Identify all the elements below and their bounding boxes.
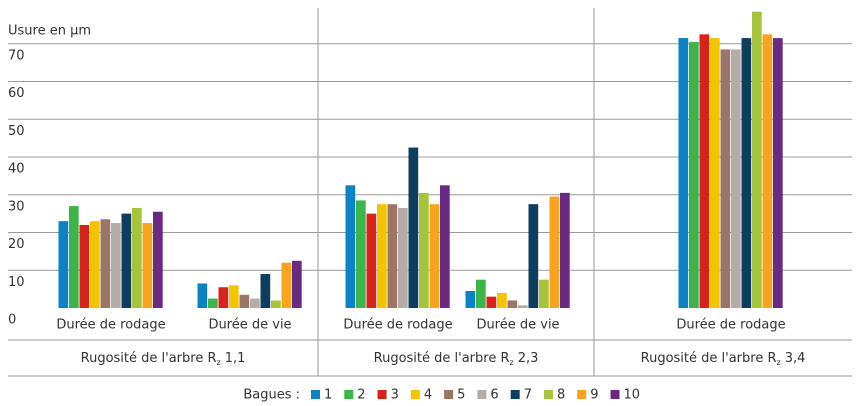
bar [271, 300, 281, 308]
bar [497, 292, 507, 308]
legend-swatch [477, 390, 487, 399]
legend-label: 3 [391, 388, 399, 403]
bar [377, 204, 387, 308]
legend-swatch [377, 390, 387, 399]
y-tick-label: 0 [8, 313, 16, 328]
bar [90, 221, 100, 308]
bar [58, 221, 69, 308]
bar [699, 34, 710, 308]
bar [79, 224, 90, 308]
group-label-prefix: Rugosité de l'arbre R [374, 351, 510, 366]
x-tick-label: Durée de rodage [343, 318, 452, 333]
group-label-suffix: 1,1 [225, 351, 246, 366]
y-tick-label: 40 [8, 162, 25, 177]
legend-label: 10 [624, 388, 641, 403]
bar [440, 185, 450, 308]
bar [398, 207, 408, 308]
group-label-suffix: 3,4 [785, 351, 806, 366]
group-label-sub: z [509, 358, 513, 367]
bar [549, 196, 560, 308]
bar [260, 274, 271, 308]
bar [218, 287, 229, 308]
bar [229, 285, 239, 308]
bar [773, 38, 783, 309]
bar [419, 192, 429, 308]
legend-label: 1 [324, 388, 332, 403]
bar [69, 206, 79, 308]
group-label-sub: z [216, 358, 220, 367]
legend-label: 5 [457, 388, 465, 403]
group-label-suffix: 2,3 [518, 351, 539, 366]
y-tick-label: 60 [8, 86, 25, 101]
y-tick-label: 30 [8, 199, 25, 214]
y-tick-label: 70 [8, 48, 25, 63]
legend-swatch [311, 390, 320, 399]
legend-swatch [577, 390, 587, 399]
legend-swatch [610, 390, 620, 399]
bar [142, 223, 153, 308]
bar [387, 204, 398, 308]
legend-label: 2 [357, 388, 365, 403]
bar [486, 296, 497, 308]
x-tick-label: Durée de rodage [676, 318, 785, 333]
legend-title: Bagues : [243, 388, 300, 403]
legend-label: 7 [524, 388, 532, 403]
y-tick-label: 10 [8, 275, 25, 290]
bar [762, 34, 773, 308]
bar [408, 147, 419, 308]
x-tick-label: Durée de vie [208, 318, 291, 333]
bar [197, 283, 208, 308]
y-axis-label: Usure en µm [8, 24, 91, 39]
bar [539, 279, 549, 308]
bar [731, 49, 741, 308]
bar [465, 291, 476, 308]
bar [121, 213, 132, 308]
legend-swatch [444, 390, 454, 399]
legend-swatch [410, 390, 420, 399]
group-label-prefix: Rugosité de l'arbre R [641, 351, 777, 366]
bar [518, 305, 528, 308]
bar [111, 223, 121, 308]
bar [356, 200, 366, 308]
bar [132, 207, 142, 308]
bar [528, 204, 539, 308]
legend-label: 4 [424, 388, 432, 403]
bar [429, 204, 440, 308]
bar [720, 49, 731, 308]
legend-label: 8 [557, 388, 565, 403]
group-label: Rugosité de l'arbre Rz 1,1 [81, 351, 246, 367]
bar [250, 298, 260, 308]
bar [239, 294, 250, 308]
y-tick-label: 50 [8, 124, 25, 139]
legend-label: 9 [590, 388, 598, 403]
bar [366, 213, 377, 308]
y-tick-label: 20 [8, 237, 25, 252]
bar [100, 219, 111, 308]
group-label: Rugosité de l'arbre Rz 2,3 [374, 351, 539, 367]
legend-label: 6 [490, 388, 498, 403]
legend-swatch [510, 390, 520, 399]
bar [710, 38, 720, 309]
bar [560, 192, 570, 308]
bar [292, 260, 302, 308]
group-label-prefix: Rugosité de l'arbre R [81, 351, 217, 366]
bar [476, 279, 486, 308]
bar [281, 262, 292, 308]
group-label-sub: z [776, 358, 780, 367]
x-tick-label: Durée de vie [476, 318, 559, 333]
bar [689, 41, 699, 309]
bar [345, 185, 356, 308]
bar [507, 300, 518, 308]
bar [741, 38, 752, 309]
bar [678, 38, 689, 309]
legend-swatch [344, 390, 354, 399]
bar [752, 11, 762, 308]
legend-swatch [543, 390, 553, 399]
x-tick-label: Durée de rodage [56, 318, 165, 333]
bar [208, 298, 218, 308]
bar [153, 211, 163, 308]
group-label: Rugosité de l'arbre Rz 3,4 [641, 351, 806, 367]
